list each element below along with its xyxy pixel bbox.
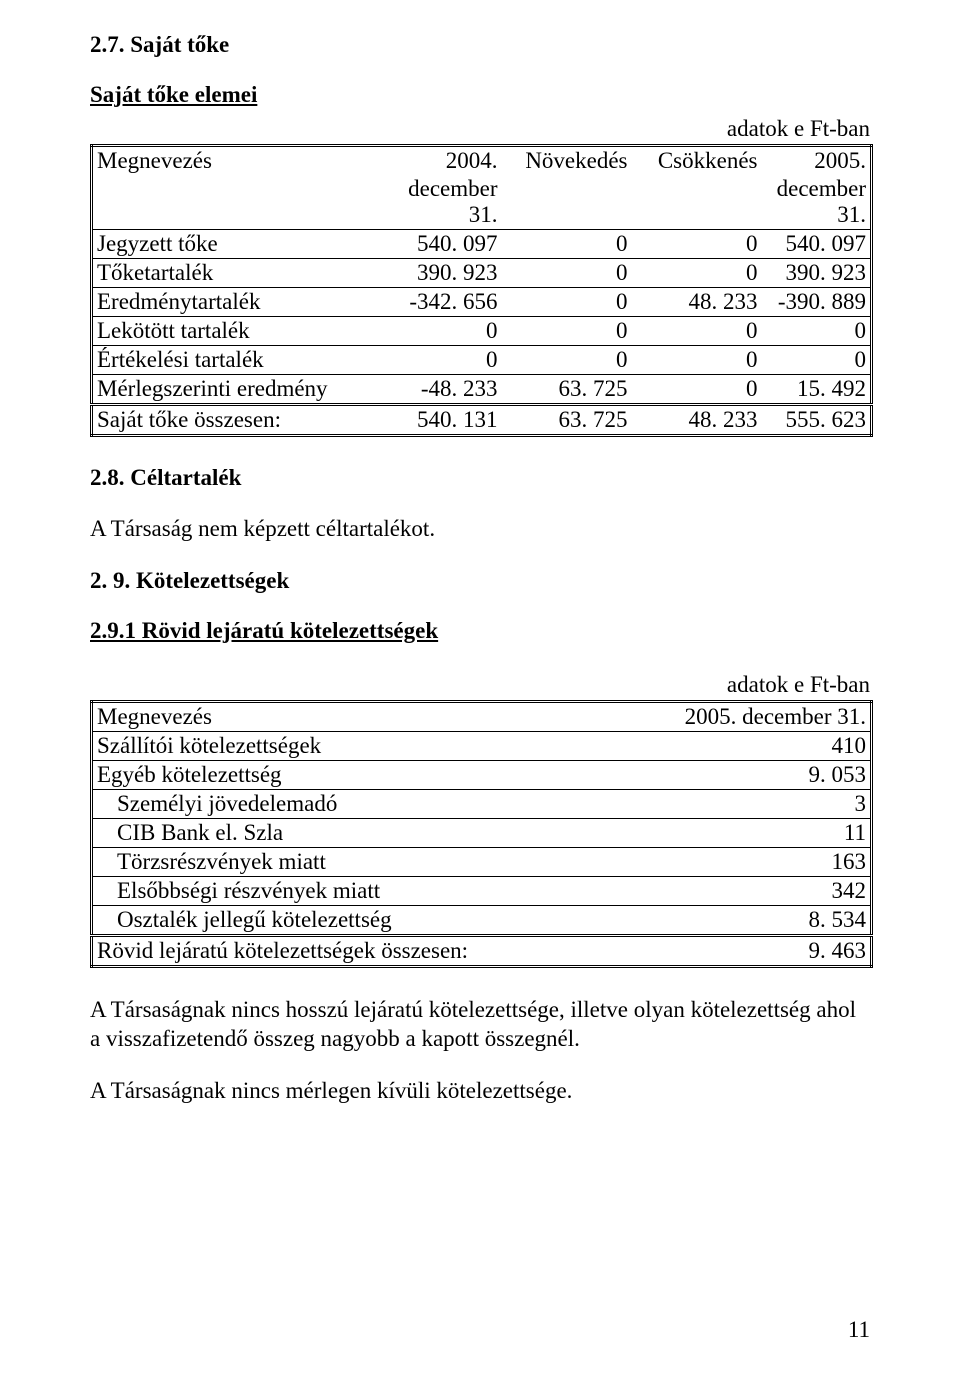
document-page: 2.7. Saját tőke Saját tőke elemei adatok… <box>0 0 960 1373</box>
row-v2: 0 <box>502 288 632 317</box>
row-v2: 63. 725 <box>502 375 632 405</box>
paragraph-celtartalek: A Társaság nem képzett céltartalékot. <box>90 515 870 544</box>
section-heading-sajat-toke: 2.7. Saját tőke <box>90 32 870 58</box>
row-v4: -390. 889 <box>762 288 872 317</box>
table-row: Elsőbbségi részvények miatt 342 <box>92 876 872 905</box>
row-label: Osztalék jellegű kötelezettség <box>92 905 612 935</box>
row-v3: 0 <box>632 259 762 288</box>
section-heading-kotelezettsegek: 2. 9. Kötelezettségek <box>90 568 870 594</box>
row-value: 410 <box>612 731 872 760</box>
table-row: Törzsrészvények miatt 163 <box>92 847 872 876</box>
row-v1: 0 <box>372 317 502 346</box>
table-row: Lekötött tartalék 0 0 0 0 <box>92 317 872 346</box>
row-v4: 15. 492 <box>762 375 872 405</box>
table-kotelezettsegek: Megnevezés 2005. december 31. Szállítói … <box>90 700 873 968</box>
row-label: Eredménytartalék <box>92 288 372 317</box>
table-sajat-toke: Megnevezés 2004. Növekedés Csökkenés 200… <box>90 144 873 437</box>
row-v1: 540. 097 <box>372 230 502 259</box>
table-row: Egyéb kötelezettség 9. 053 <box>92 760 872 789</box>
row-value: 8. 534 <box>612 905 872 935</box>
table-header-row-2: december 31. december 31. <box>92 175 872 230</box>
row-label: Tőketartalék <box>92 259 372 288</box>
row-v3: 0 <box>632 375 762 405</box>
row-value: 11 <box>612 818 872 847</box>
table-total-row: Rövid lejáratú kötelezettségek összesen:… <box>92 935 872 966</box>
row-v1: 390. 923 <box>372 259 502 288</box>
row-label: Mérlegszerinti eredmény <box>92 375 372 405</box>
table-row: Osztalék jellegű kötelezettség 8. 534 <box>92 905 872 935</box>
spacer <box>90 652 870 672</box>
total-v1: 540. 131 <box>372 405 502 436</box>
table-row: Jegyzett tőke 540. 097 0 0 540. 097 <box>92 230 872 259</box>
cell-empty <box>632 175 762 230</box>
total-label: Saját tőke összesen: <box>92 405 372 436</box>
col-novekedes: Növekedés <box>502 146 632 176</box>
table-row: Mérlegszerinti eredmény -48. 233 63. 725… <box>92 375 872 405</box>
cell-empty <box>502 175 632 230</box>
row-v4: 390. 923 <box>762 259 872 288</box>
section-subheading-rovid-lejaratu: 2.9.1 Rövid lejáratú kötelezettségek <box>90 618 870 644</box>
col-megnevezes: Megnevezés <box>92 146 372 176</box>
table-total-row: Saját tőke összesen: 540. 131 63. 725 48… <box>92 405 872 436</box>
row-v1: 0 <box>372 346 502 375</box>
col-2004: 2004. <box>372 146 502 176</box>
row-label: Egyéb kötelezettség <box>92 760 612 789</box>
cell-empty <box>92 175 372 230</box>
table-row: Személyi jövedelemadó 3 <box>92 789 872 818</box>
row-v2: 0 <box>502 259 632 288</box>
row-label: Értékelési tartalék <box>92 346 372 375</box>
table-row: Eredménytartalék -342. 656 0 48. 233 -39… <box>92 288 872 317</box>
row-label: Jegyzett tőke <box>92 230 372 259</box>
row-label: Törzsrészvények miatt <box>92 847 612 876</box>
row-v1: -342. 656 <box>372 288 502 317</box>
total-label: Rövid lejáratú kötelezettségek összesen: <box>92 935 612 966</box>
paragraph-merlegen-kivuli: A Társaságnak nincs mérlegen kívüli köte… <box>90 1077 870 1106</box>
page-number: 11 <box>848 1317 870 1343</box>
row-value: 9. 053 <box>612 760 872 789</box>
total-v4: 555. 623 <box>762 405 872 436</box>
paragraph-hosszu-lejaratu: A Társaságnak nincs hosszú lejáratú köte… <box>90 996 870 1054</box>
total-v2: 63. 725 <box>502 405 632 436</box>
col-2005-date: december 31. <box>762 175 872 230</box>
table-row: Szállítói kötelezettségek 410 <box>92 731 872 760</box>
section-subheading-sajat-toke-elemei: Saját tőke elemei <box>90 82 870 108</box>
col-megnevezes: Megnevezés <box>92 701 612 731</box>
total-v3: 48. 233 <box>632 405 762 436</box>
row-v2: 0 <box>502 317 632 346</box>
row-v2: 0 <box>502 346 632 375</box>
spacer <box>90 968 870 996</box>
row-v3: 48. 233 <box>632 288 762 317</box>
row-value: 3 <box>612 789 872 818</box>
table1-caption: adatok e Ft-ban <box>90 116 870 142</box>
row-v3: 0 <box>632 230 762 259</box>
table-row: CIB Bank el. Szla 11 <box>92 818 872 847</box>
table-header-row: Megnevezés 2004. Növekedés Csökkenés 200… <box>92 146 872 176</box>
col-2005-dec31: 2005. december 31. <box>612 701 872 731</box>
table-header-row: Megnevezés 2005. december 31. <box>92 701 872 731</box>
row-v4: 0 <box>762 317 872 346</box>
col-csokkenes: Csökkenés <box>632 146 762 176</box>
table-row: Értékelési tartalék 0 0 0 0 <box>92 346 872 375</box>
row-v2: 0 <box>502 230 632 259</box>
row-label: Elsőbbségi részvények miatt <box>92 876 612 905</box>
row-value: 342 <box>612 876 872 905</box>
table-row: Tőketartalék 390. 923 0 0 390. 923 <box>92 259 872 288</box>
row-label: Szállítói kötelezettségek <box>92 731 612 760</box>
row-v1: -48. 233 <box>372 375 502 405</box>
spacer <box>90 437 870 465</box>
total-value: 9. 463 <box>612 935 872 966</box>
row-v4: 0 <box>762 346 872 375</box>
row-label: Lekötött tartalék <box>92 317 372 346</box>
col-2005: 2005. <box>762 146 872 176</box>
section-heading-celtartalek: 2.8. Céltartalék <box>90 465 870 491</box>
row-v3: 0 <box>632 346 762 375</box>
table2-caption: adatok e Ft-ban <box>90 672 870 698</box>
row-v3: 0 <box>632 317 762 346</box>
col-2004-date: december 31. <box>372 175 502 230</box>
row-value: 163 <box>612 847 872 876</box>
row-v4: 540. 097 <box>762 230 872 259</box>
row-label: Személyi jövedelemadó <box>92 789 612 818</box>
row-label: CIB Bank el. Szla <box>92 818 612 847</box>
